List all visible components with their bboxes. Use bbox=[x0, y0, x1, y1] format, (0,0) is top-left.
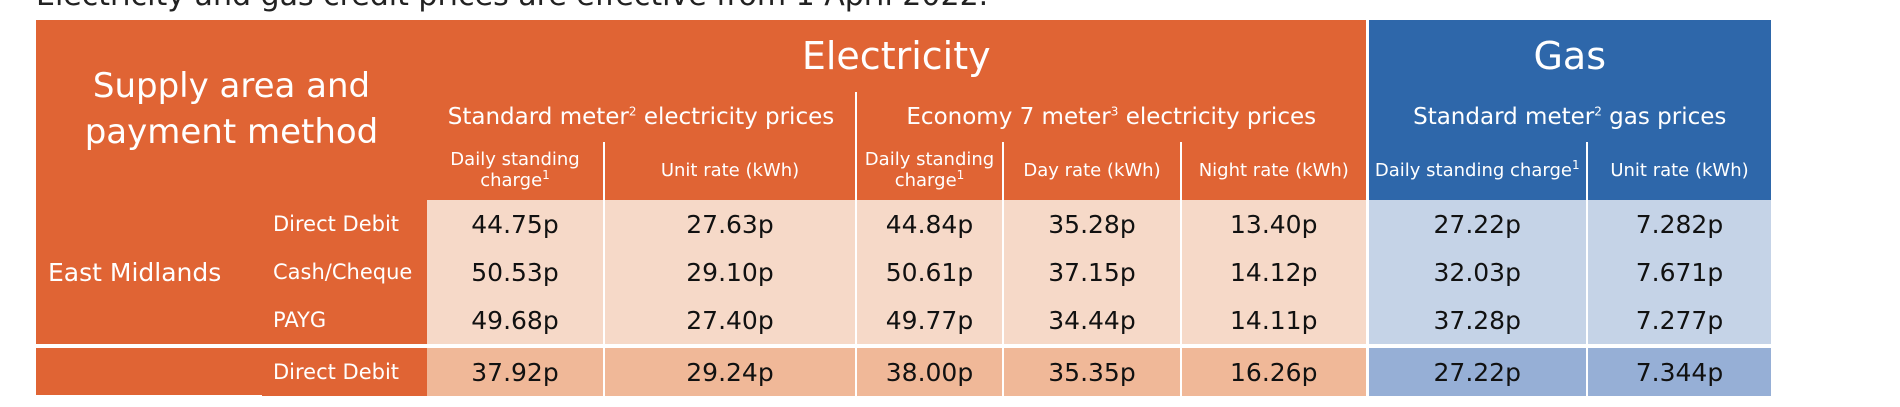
e7-suffix: electricity prices bbox=[1118, 104, 1317, 130]
price-cell: 7.277p bbox=[1587, 296, 1771, 346]
price-cell: 16.26p bbox=[1181, 344, 1369, 396]
price-cell: 50.61p bbox=[856, 248, 1004, 296]
table-row: Cash/Cheque 50.53p 29.10p 50.61p 37.15p … bbox=[36, 248, 1771, 296]
standard-electricity-header: Standard meter2 electricity prices bbox=[427, 92, 857, 142]
col-gas-dsc-label: Daily standing charge bbox=[1374, 159, 1572, 181]
col-dsc-line2: charge bbox=[894, 170, 957, 191]
price-cell: 49.68p bbox=[427, 296, 605, 346]
price-cell: 29.24p bbox=[604, 344, 857, 396]
supply-header-line1: Supply area and bbox=[92, 66, 371, 107]
std-gas-prefix: Standard meter bbox=[1413, 104, 1595, 130]
footnote-2-marker: 2 bbox=[628, 104, 637, 119]
col-elec-unit-rate: Unit rate (kWh) bbox=[604, 142, 857, 200]
footnote-1-marker: 1 bbox=[542, 168, 550, 182]
supply-area-name: East Midlands bbox=[36, 200, 262, 348]
price-cell: 37.92p bbox=[427, 344, 605, 396]
price-cell: 27.63p bbox=[604, 200, 857, 248]
price-cell: 7.671p bbox=[1587, 248, 1771, 296]
table-row: PAYG 49.68p 27.40p 49.77p 34.44p 14.11p … bbox=[36, 296, 1771, 346]
price-cell: 7.344p bbox=[1587, 344, 1771, 396]
economy7-header: Economy 7 meter3 electricity prices bbox=[856, 92, 1369, 142]
price-cell: 14.11p bbox=[1181, 296, 1369, 346]
table-row: Direct Debit 37.92p 29.24p 38.00p 35.35p… bbox=[36, 344, 1771, 398]
price-cell: 7.282p bbox=[1587, 200, 1771, 248]
payment-method: PAYG bbox=[262, 296, 427, 346]
footnote-2-marker: 2 bbox=[1594, 104, 1602, 119]
supply-area-header: Supply area and payment method bbox=[36, 20, 427, 200]
std-elec-prefix: Standard meter bbox=[447, 104, 629, 130]
price-cell: 44.84p bbox=[856, 200, 1004, 248]
col-day-rate: Day rate (kWh) bbox=[1003, 142, 1182, 200]
std-gas-suffix: gas prices bbox=[1601, 104, 1727, 130]
price-cell: 32.03p bbox=[1367, 248, 1588, 296]
col-dsc-line2: charge bbox=[480, 170, 543, 191]
e7-prefix: Economy 7 meter bbox=[906, 104, 1111, 130]
price-cell: 29.10p bbox=[604, 248, 857, 296]
price-cell: 35.28p bbox=[1003, 200, 1182, 248]
price-cell: 37.15p bbox=[1003, 248, 1182, 296]
standard-gas-header: Standard meter2 gas prices bbox=[1367, 92, 1771, 142]
col-dsc-line1: Daily standing bbox=[864, 149, 995, 171]
price-cell: 50.53p bbox=[427, 248, 605, 296]
price-cell: 37.28p bbox=[1367, 296, 1588, 346]
intro-text: Electricity and gas credit prices are ef… bbox=[36, 0, 988, 13]
price-cell: 49.77p bbox=[856, 296, 1004, 346]
payment-method: Cash/Cheque bbox=[262, 248, 427, 296]
price-cell: 35.35p bbox=[1003, 344, 1182, 396]
price-cell: 34.44p bbox=[1003, 296, 1182, 346]
payment-method: Direct Debit bbox=[262, 344, 427, 396]
price-cell: 27.40p bbox=[604, 296, 857, 346]
col-gas-standing-charge: Daily standing charge1 bbox=[1367, 142, 1588, 200]
price-cell: 27.22p bbox=[1367, 344, 1588, 396]
col-gas-unit-rate: Unit rate (kWh) bbox=[1587, 142, 1771, 200]
col-elec-standing-charge: Daily standing charge1 bbox=[427, 142, 605, 200]
price-cell: 27.22p bbox=[1367, 200, 1588, 248]
payment-method: Direct Debit bbox=[262, 200, 427, 248]
std-elec-suffix: electricity prices bbox=[636, 104, 835, 130]
col-dsc-line1: Daily standing bbox=[450, 149, 580, 171]
price-cell: 14.12p bbox=[1181, 248, 1369, 296]
supply-area-name bbox=[36, 344, 262, 398]
footnote-3-marker: 3 bbox=[1110, 104, 1119, 119]
price-table: Supply area and payment method Electrici… bbox=[36, 20, 1771, 398]
electricity-header: Electricity bbox=[427, 20, 1369, 92]
supply-header-line2: payment method bbox=[84, 112, 379, 152]
table-row: East Midlands Direct Debit 44.75p 27.63p… bbox=[36, 200, 1771, 348]
col-e7-standing-charge: Daily standing charge1 bbox=[856, 142, 1004, 200]
price-cell: 38.00p bbox=[856, 344, 1004, 396]
col-night-rate: Night rate (kWh) bbox=[1181, 142, 1369, 200]
price-cell: 13.40p bbox=[1181, 200, 1369, 248]
footnote-1-marker: 1 bbox=[956, 168, 965, 182]
price-cell: 44.75p bbox=[427, 200, 605, 248]
gas-header: Gas bbox=[1367, 20, 1771, 92]
footnote-1-marker: 1 bbox=[1571, 157, 1580, 172]
